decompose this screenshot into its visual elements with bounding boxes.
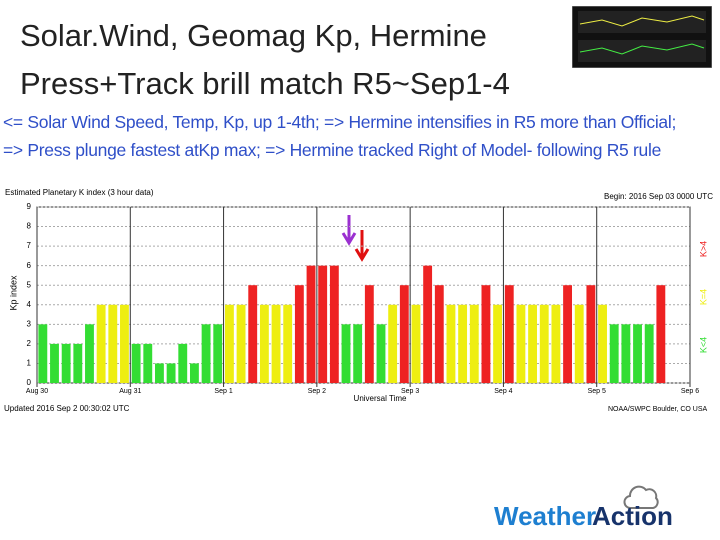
footer: Updated 2016 Sep 2 00:30:02 UTC bbox=[4, 404, 130, 413]
bar bbox=[96, 304, 106, 383]
bar bbox=[353, 324, 363, 383]
y-tick-label: 1 bbox=[27, 359, 32, 368]
bar bbox=[108, 304, 118, 383]
bar bbox=[236, 304, 246, 383]
bar bbox=[271, 304, 281, 383]
bar bbox=[644, 324, 654, 383]
title-line: Solar.Wind, Geomag Kp, Hermine bbox=[20, 18, 487, 53]
bar bbox=[329, 265, 339, 383]
x-tick-label: Sep 3 bbox=[401, 388, 419, 395]
bar bbox=[399, 285, 409, 383]
bar bbox=[656, 285, 666, 383]
bar bbox=[224, 304, 234, 383]
title-line: Press+Track brill match R5~Sep1-4 bbox=[20, 66, 510, 101]
bar bbox=[201, 324, 211, 383]
y-tick-label: 9 bbox=[27, 202, 32, 211]
bar bbox=[178, 343, 188, 383]
y-tick-label: 4 bbox=[27, 300, 32, 309]
bar bbox=[633, 324, 642, 383]
logo-part: Action bbox=[592, 501, 673, 531]
bar bbox=[38, 324, 48, 383]
y-tick-label: 0 bbox=[27, 378, 32, 387]
x-tick-label: Sep 2 bbox=[308, 388, 326, 395]
bar bbox=[85, 324, 94, 383]
x-tick-label: Aug 31 bbox=[119, 388, 141, 395]
bar bbox=[294, 285, 304, 383]
bar bbox=[131, 343, 141, 383]
bar bbox=[586, 285, 596, 383]
legend-entry: K>4 bbox=[698, 241, 708, 257]
bar bbox=[423, 265, 433, 383]
bar bbox=[341, 324, 351, 383]
bar bbox=[469, 304, 479, 383]
bar bbox=[504, 285, 514, 383]
bar bbox=[364, 285, 374, 383]
y-tick-label: 2 bbox=[27, 339, 32, 348]
legend-entry: K<4 bbox=[698, 337, 708, 353]
bar bbox=[318, 265, 328, 383]
bar bbox=[376, 324, 386, 383]
x-tick-label: Sep 4 bbox=[494, 388, 512, 395]
bar bbox=[61, 343, 71, 383]
bar bbox=[73, 343, 83, 383]
bar bbox=[458, 304, 468, 383]
bar bbox=[434, 285, 444, 383]
bar bbox=[446, 304, 456, 383]
bar bbox=[609, 324, 619, 383]
legend-entry: K=4 bbox=[698, 289, 708, 305]
x-tick-label: Sep 1 bbox=[214, 388, 232, 395]
y-tick-label: 5 bbox=[27, 280, 32, 289]
y-tick-label: 7 bbox=[27, 241, 32, 250]
bar bbox=[155, 363, 164, 383]
bar bbox=[493, 304, 503, 383]
bar bbox=[120, 304, 129, 383]
bar bbox=[213, 324, 223, 383]
chart-title: Estimated Planetary K index (3 hour data… bbox=[5, 188, 154, 197]
bar bbox=[166, 363, 176, 383]
y-tick-label: 3 bbox=[27, 319, 32, 328]
bar bbox=[481, 285, 491, 383]
logo-part: Weather bbox=[494, 501, 596, 531]
note-line: <= Solar Wind Speed, Temp, Kp, up 1-4th;… bbox=[3, 112, 677, 132]
x-tick-label: Aug 30 bbox=[26, 388, 48, 395]
bar bbox=[411, 304, 421, 383]
x-axis-label: Universal Time bbox=[354, 394, 407, 403]
x-tick-label: Sep 5 bbox=[588, 388, 606, 395]
bar bbox=[189, 363, 199, 383]
bar bbox=[50, 343, 59, 383]
note-line: => Press plunge fastest atKp max; => Her… bbox=[3, 140, 662, 160]
logo: Weather Action bbox=[494, 485, 673, 531]
bar bbox=[574, 304, 584, 383]
bar bbox=[516, 304, 526, 383]
kp-chart: Estimated Planetary K index (3 hour data… bbox=[0, 185, 720, 417]
y-tick-label: 8 bbox=[27, 222, 32, 231]
bar bbox=[621, 324, 631, 383]
y-axis-label: Kp index bbox=[8, 275, 18, 311]
bar bbox=[306, 265, 316, 383]
begin-label: Begin: 2016 Sep 03 0000 UTC bbox=[604, 192, 713, 201]
bar bbox=[539, 304, 549, 383]
source: NOAA/SWPC Boulder, CO USA bbox=[608, 406, 708, 413]
thumbnail bbox=[572, 6, 712, 68]
bar bbox=[143, 343, 153, 383]
bar bbox=[259, 304, 269, 383]
y-tick-label: 6 bbox=[27, 261, 32, 270]
bar bbox=[283, 304, 293, 383]
bar bbox=[563, 285, 572, 383]
x-tick-label: Sep 6 bbox=[681, 388, 699, 395]
bar bbox=[388, 304, 398, 383]
bar bbox=[551, 304, 561, 383]
bar bbox=[528, 304, 538, 383]
bar bbox=[248, 285, 258, 383]
bar bbox=[598, 304, 607, 383]
